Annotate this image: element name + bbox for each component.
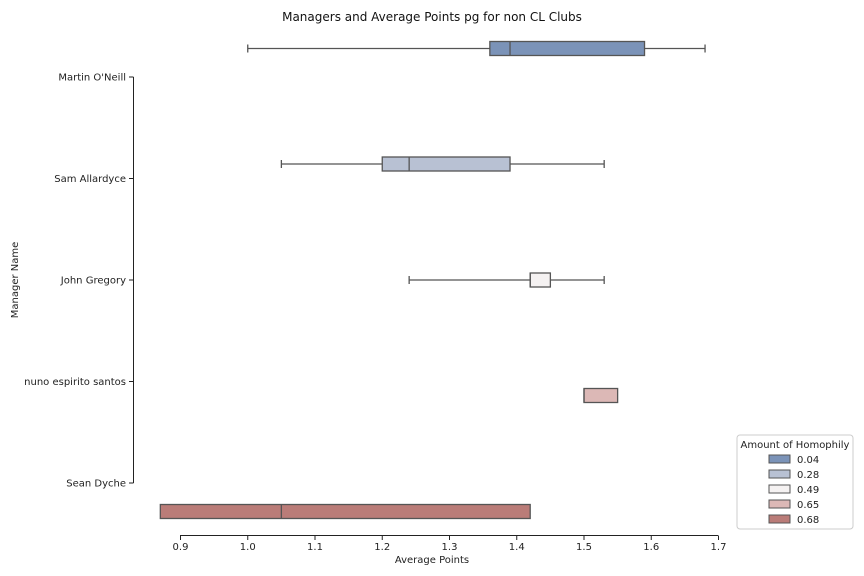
y-tick-label: John Gregory	[60, 276, 126, 287]
legend-entries: 0.04 0.28 0.49 0.65 0.68	[768, 454, 819, 526]
legend-label: 0.49	[797, 485, 819, 496]
chart-title: Managers and Average Points pg for non C…	[282, 10, 582, 24]
legend-title: Amount of Homophily	[741, 440, 850, 451]
x-tick-label: 1.7	[711, 542, 727, 553]
legend-label: 0.65	[797, 500, 819, 511]
box-iqr	[583, 387, 619, 404]
box-0.49	[408, 272, 605, 288]
box-0.04	[247, 40, 706, 57]
legend-frame	[736, 434, 854, 530]
x-tick-label: 1.6	[643, 542, 659, 553]
y-tick-label: Sam Allardyce	[54, 174, 126, 185]
x-tick-label: 1.5	[576, 542, 592, 553]
x-tick-label: 1.1	[307, 542, 323, 553]
legend-swatch	[768, 514, 791, 524]
y-axis-label: Manager Name	[10, 242, 21, 319]
box-iqr	[529, 272, 552, 288]
box-iqr	[159, 503, 531, 520]
legend: Amount of Homophily 0.04 0.28 0.49 0.65 0.68	[736, 434, 854, 530]
box-iqr	[489, 40, 646, 57]
x-axis-label: Average Points	[395, 555, 469, 566]
legend-swatch	[768, 469, 791, 479]
x-tick-layer: 0.9 1.0 1.1 1.2 1.3 1.4 1.5 1.6 1.7	[173, 535, 727, 553]
y-tick-layer: Martin O'Neill Sam Allardyce John Gregory n…	[24, 73, 134, 490]
x-tick-label: 0.9	[173, 542, 189, 553]
y-tick-label: Martin O'Neill	[58, 73, 126, 84]
legend-label: 0.04	[797, 455, 819, 466]
legend-swatch	[768, 454, 791, 464]
box-0.28	[280, 156, 605, 172]
legend-swatch	[768, 484, 791, 494]
box-0.68	[159, 503, 531, 520]
legend-label: 0.68	[797, 515, 819, 526]
legend-swatch	[768, 499, 791, 509]
y-tick-label: Sean Dyche	[66, 479, 126, 490]
box-0.65	[583, 387, 619, 404]
x-tick-label: 1.0	[240, 542, 256, 553]
box-layer	[159, 40, 706, 520]
x-tick-label: 1.2	[374, 542, 390, 553]
box-iqr	[381, 156, 511, 172]
y-tick-label: nuno espirito santos	[24, 377, 126, 388]
legend-label: 0.28	[797, 470, 819, 481]
x-tick-label: 1.3	[442, 542, 458, 553]
x-tick-label: 1.4	[509, 542, 525, 553]
